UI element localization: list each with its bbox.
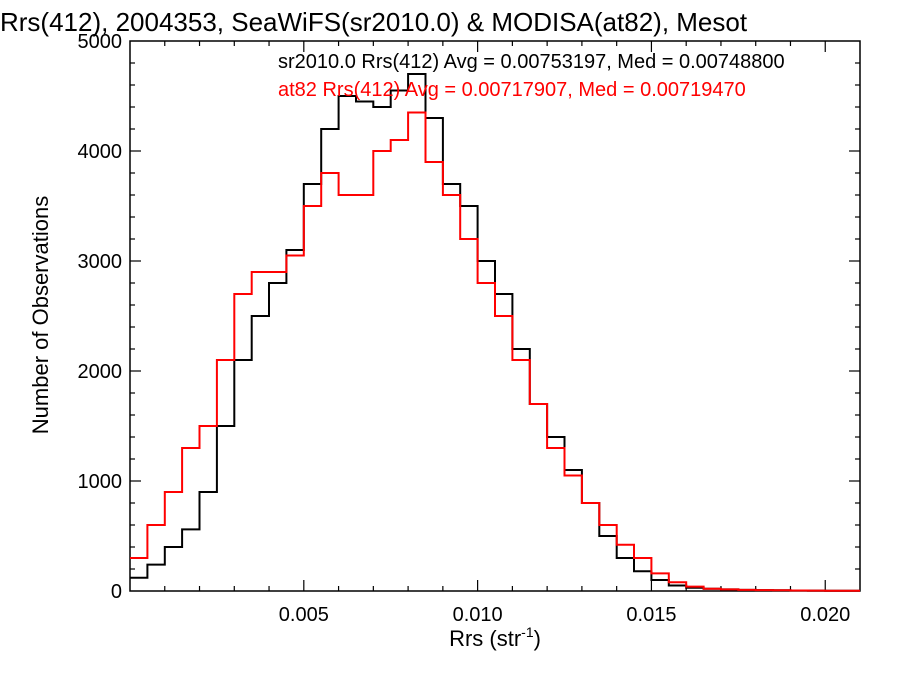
y-tick-label: 3000 — [78, 251, 123, 273]
x-tick-label: 0.020 — [800, 604, 850, 626]
y-axis: 0 1000 2000 3000 4000 5000 — [78, 31, 860, 603]
x-axis-label-tail: ) — [534, 626, 541, 651]
series-line-sr2010 — [130, 73, 860, 592]
y-tick-label: 0 — [111, 581, 122, 603]
x-axis-label: Rrs (str-1) — [449, 624, 541, 651]
plot-frame — [129, 40, 861, 592]
chart-title: Rrs(412), 2004353, SeaWiFS(sr2010.0) & M… — [0, 7, 748, 37]
y-axis-label: Number of Observations — [28, 196, 53, 434]
x-axis: 0.005 0.010 0.015 0.020 — [164, 41, 850, 626]
x-tick-label: 0.010 — [453, 604, 503, 626]
x-tick-label: 0.015 — [626, 604, 676, 626]
y-tick-label: 5000 — [78, 31, 123, 53]
legend-entry-at82: at82 Rrs(412) Avg = 0.00717907, Med = 0.… — [278, 79, 746, 101]
y-tick-label: 4000 — [78, 141, 123, 163]
y-tick-label: 2000 — [78, 361, 123, 383]
x-axis-label-base: Rrs (str — [449, 626, 521, 651]
x-axis-label-sup: -1 — [521, 624, 534, 640]
series-layer — [130, 73, 860, 592]
legend-entry-sr2010: sr2010.0 Rrs(412) Avg = 0.00753197, Med … — [278, 51, 785, 73]
y-tick-label: 1000 — [78, 471, 123, 493]
x-tick-label: 0.005 — [279, 604, 329, 626]
plot-border — [129, 40, 861, 592]
series-line-at82 — [130, 111, 860, 592]
